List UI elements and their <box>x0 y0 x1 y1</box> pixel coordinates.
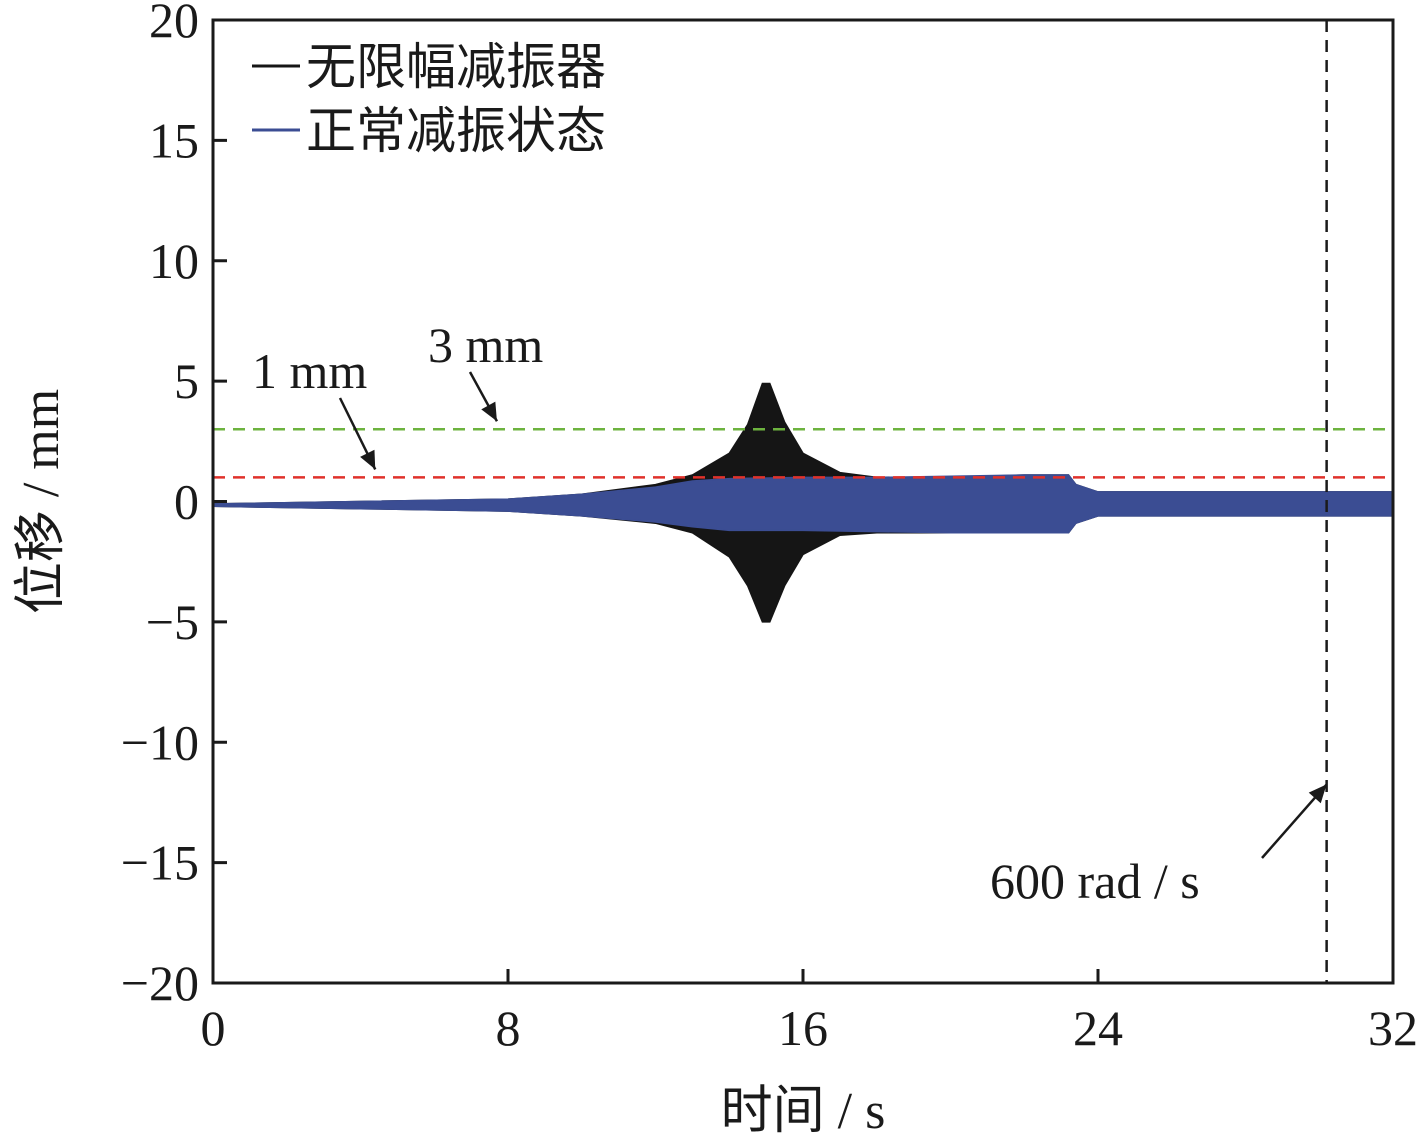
legend: 无限幅减振器 正常减振状态 <box>252 38 606 160</box>
annotation-arrow-head-0 <box>360 449 376 470</box>
annotation-600rad: 600 rad / s <box>990 853 1200 909</box>
y-axis-label: 位移 / mm <box>13 389 70 614</box>
y-tick-label-7: 15 <box>149 112 199 168</box>
axis-ticks: 0 8 16 24 32 −20 −15 −10 −5 0 5 10 15 20 <box>121 0 1418 1056</box>
legend-label-series-0: 无限幅减振器 <box>306 38 606 96</box>
annotation-arrow-head-2 <box>1308 784 1327 804</box>
y-tick-label-1: −15 <box>121 835 199 891</box>
y-tick-label-6: 10 <box>149 233 199 289</box>
y-tick-label-2: −10 <box>121 714 199 770</box>
x-tick-label-1: 8 <box>496 1000 521 1056</box>
x-tick-label-2: 16 <box>778 1000 828 1056</box>
x-tick-label-3: 24 <box>1073 1000 1123 1056</box>
reference-lines <box>213 20 1393 983</box>
x-tick-label-0: 0 <box>201 1000 226 1056</box>
series-layer <box>212 382 1394 623</box>
series-envelope-1 <box>212 474 1394 534</box>
y-tick-label-8: 20 <box>149 0 199 48</box>
annotation-3mm: 3 mm <box>428 317 543 373</box>
y-tick-label-4: 0 <box>174 474 199 530</box>
annotation-arrow-head-1 <box>481 401 497 422</box>
x-axis-label: 时间 / s <box>721 1083 886 1140</box>
annotations: 1 mm 3 mm 600 rad / s <box>252 317 1328 909</box>
y-tick-label-3: −5 <box>146 594 199 650</box>
x-tick-label-4: 32 <box>1368 1000 1418 1056</box>
y-tick-label-5: 5 <box>174 353 199 409</box>
y-tick-label-0: −20 <box>121 955 199 1011</box>
legend-label-series-1: 正常减振状态 <box>306 102 606 160</box>
annotation-1mm: 1 mm <box>252 343 367 399</box>
